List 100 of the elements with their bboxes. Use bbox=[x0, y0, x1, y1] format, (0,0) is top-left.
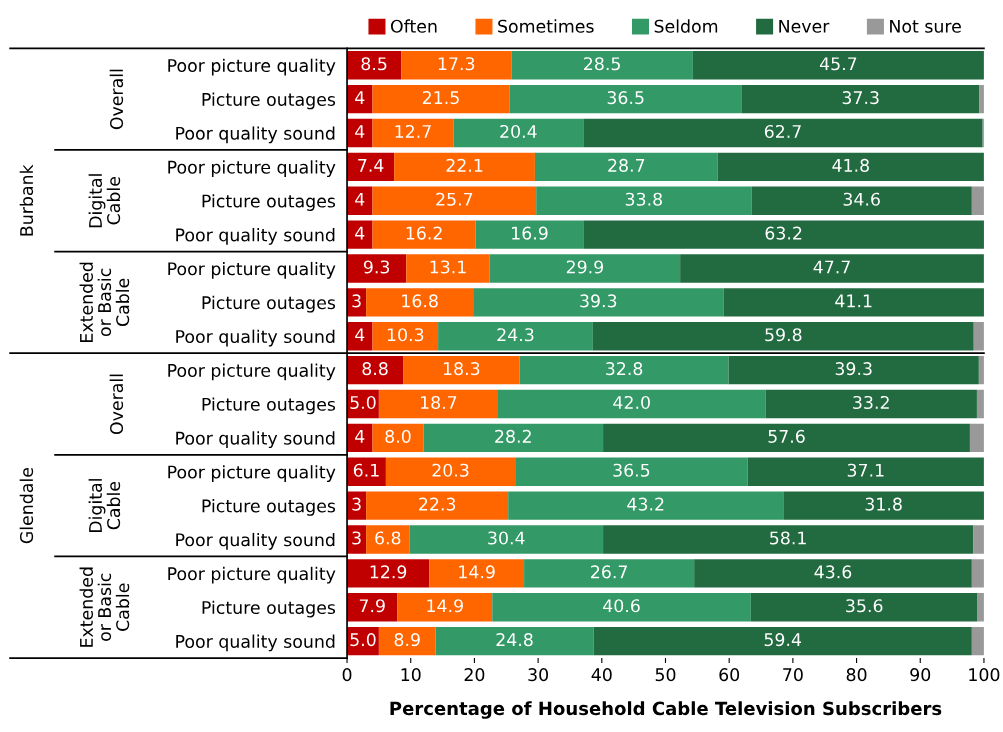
data-label: 3 bbox=[352, 531, 361, 545]
data-label: 4 bbox=[355, 328, 365, 342]
bar bbox=[519, 355, 729, 385]
data-label: 16.8 bbox=[402, 294, 438, 308]
data-label: 22.3 bbox=[419, 497, 456, 511]
bar bbox=[429, 559, 525, 588]
bar bbox=[717, 152, 984, 182]
data-label: 37.1 bbox=[847, 463, 884, 477]
bar bbox=[511, 51, 693, 80]
bar bbox=[372, 220, 476, 249]
data-label: 24.8 bbox=[496, 633, 533, 647]
bar bbox=[347, 51, 402, 80]
bar bbox=[347, 254, 407, 283]
bar bbox=[723, 288, 984, 317]
text: Digital Cable bbox=[88, 479, 121, 533]
bar bbox=[728, 355, 979, 385]
bar bbox=[751, 186, 972, 215]
data-label: 59.4 bbox=[764, 633, 802, 647]
bar bbox=[378, 626, 436, 656]
data-label: 18.7 bbox=[421, 395, 457, 410]
data-label: 57.6 bbox=[768, 429, 805, 443]
bar bbox=[593, 626, 972, 656]
data-label: 8.8 bbox=[362, 362, 388, 376]
y-tick-label: Poor quality sound bbox=[176, 634, 335, 652]
data-label: 30.4 bbox=[488, 531, 525, 545]
y-tick-label: Picture outages bbox=[202, 600, 336, 618]
data-label: 25.7 bbox=[436, 192, 473, 206]
data-label: 5.0 bbox=[350, 633, 376, 647]
data-label: 35.6 bbox=[846, 599, 883, 613]
x-tick-label: 20 bbox=[464, 668, 485, 682]
data-label: 7.9 bbox=[359, 599, 385, 613]
y-tick-label: Picture outages bbox=[202, 92, 336, 110]
y-tick-label: Poor quality sound bbox=[176, 431, 335, 449]
data-label: 58.1 bbox=[770, 531, 806, 545]
data-label: 3 bbox=[352, 497, 361, 511]
bar bbox=[783, 491, 984, 520]
bar bbox=[347, 322, 373, 351]
bar bbox=[973, 525, 984, 554]
data-label: 28.5 bbox=[584, 57, 620, 71]
data-label: 43.6 bbox=[814, 565, 852, 579]
data-label: 29.9 bbox=[566, 260, 604, 274]
x-tick-label: 30 bbox=[528, 668, 548, 682]
x-tick-label: 100 bbox=[969, 668, 1000, 682]
bar bbox=[372, 186, 537, 215]
bar bbox=[750, 593, 978, 622]
bar bbox=[475, 220, 584, 249]
data-label: 14.9 bbox=[427, 599, 463, 613]
data-label: 8.0 bbox=[385, 429, 411, 443]
data-label: 12.9 bbox=[370, 565, 407, 579]
bar bbox=[603, 525, 974, 554]
bar bbox=[347, 84, 373, 114]
bar bbox=[366, 288, 474, 317]
data-label: 6.1 bbox=[353, 463, 379, 477]
bar bbox=[971, 186, 984, 215]
bar bbox=[409, 525, 604, 554]
data-label: 32.8 bbox=[606, 362, 643, 376]
bar bbox=[497, 389, 766, 419]
bar bbox=[508, 491, 784, 520]
y-tick-label: Poor quality sound bbox=[176, 329, 335, 347]
data-label: 33.2 bbox=[853, 395, 889, 410]
data-label: 4 bbox=[355, 430, 365, 443]
data-label: 63.2 bbox=[765, 226, 802, 240]
data-label: 40.6 bbox=[603, 599, 640, 613]
data-label: 3 bbox=[352, 294, 361, 308]
data-label: 4 bbox=[355, 226, 365, 240]
x-tick-label: 80 bbox=[846, 668, 867, 682]
data-label: 20.4 bbox=[500, 124, 537, 139]
bar bbox=[423, 423, 604, 453]
x-tick-label: 70 bbox=[783, 668, 803, 682]
data-label: 4 bbox=[355, 192, 365, 206]
x-tick-label: 90 bbox=[910, 668, 931, 682]
bar bbox=[438, 322, 593, 351]
bar bbox=[385, 457, 516, 486]
bar bbox=[372, 84, 510, 114]
y-tick-label: Poor picture quality bbox=[168, 261, 336, 279]
y-tick-label: Poor picture quality bbox=[168, 363, 336, 381]
data-label: 39.3 bbox=[580, 294, 617, 308]
data-label: 17.3 bbox=[438, 57, 475, 71]
bar bbox=[401, 51, 512, 80]
bar bbox=[509, 84, 742, 114]
data-label: 47.7 bbox=[813, 260, 850, 274]
bar bbox=[592, 322, 974, 351]
legend-label: Seldom bbox=[654, 19, 718, 33]
data-label: 10.3 bbox=[387, 328, 424, 342]
data-label: 28.2 bbox=[495, 429, 531, 443]
data-label: 33.8 bbox=[625, 192, 662, 206]
x-tick-label: 10 bbox=[401, 668, 421, 682]
y-tick-label: Poor picture quality bbox=[168, 160, 336, 178]
bar bbox=[397, 593, 493, 622]
data-label: 45.7 bbox=[819, 57, 857, 71]
data-label: 37.3 bbox=[842, 91, 879, 105]
bar bbox=[372, 322, 439, 351]
bar bbox=[435, 626, 594, 656]
x-axis-title: Percentage of Household Cable Television Subscribers bbox=[390, 701, 942, 719]
y-tick-label: Poor picture quality bbox=[168, 465, 336, 482]
bar bbox=[347, 355, 404, 385]
data-label: 59.8 bbox=[765, 328, 802, 342]
text: Overall bbox=[109, 374, 124, 435]
text: Overall bbox=[109, 69, 124, 130]
data-label: 16.9 bbox=[512, 226, 548, 240]
